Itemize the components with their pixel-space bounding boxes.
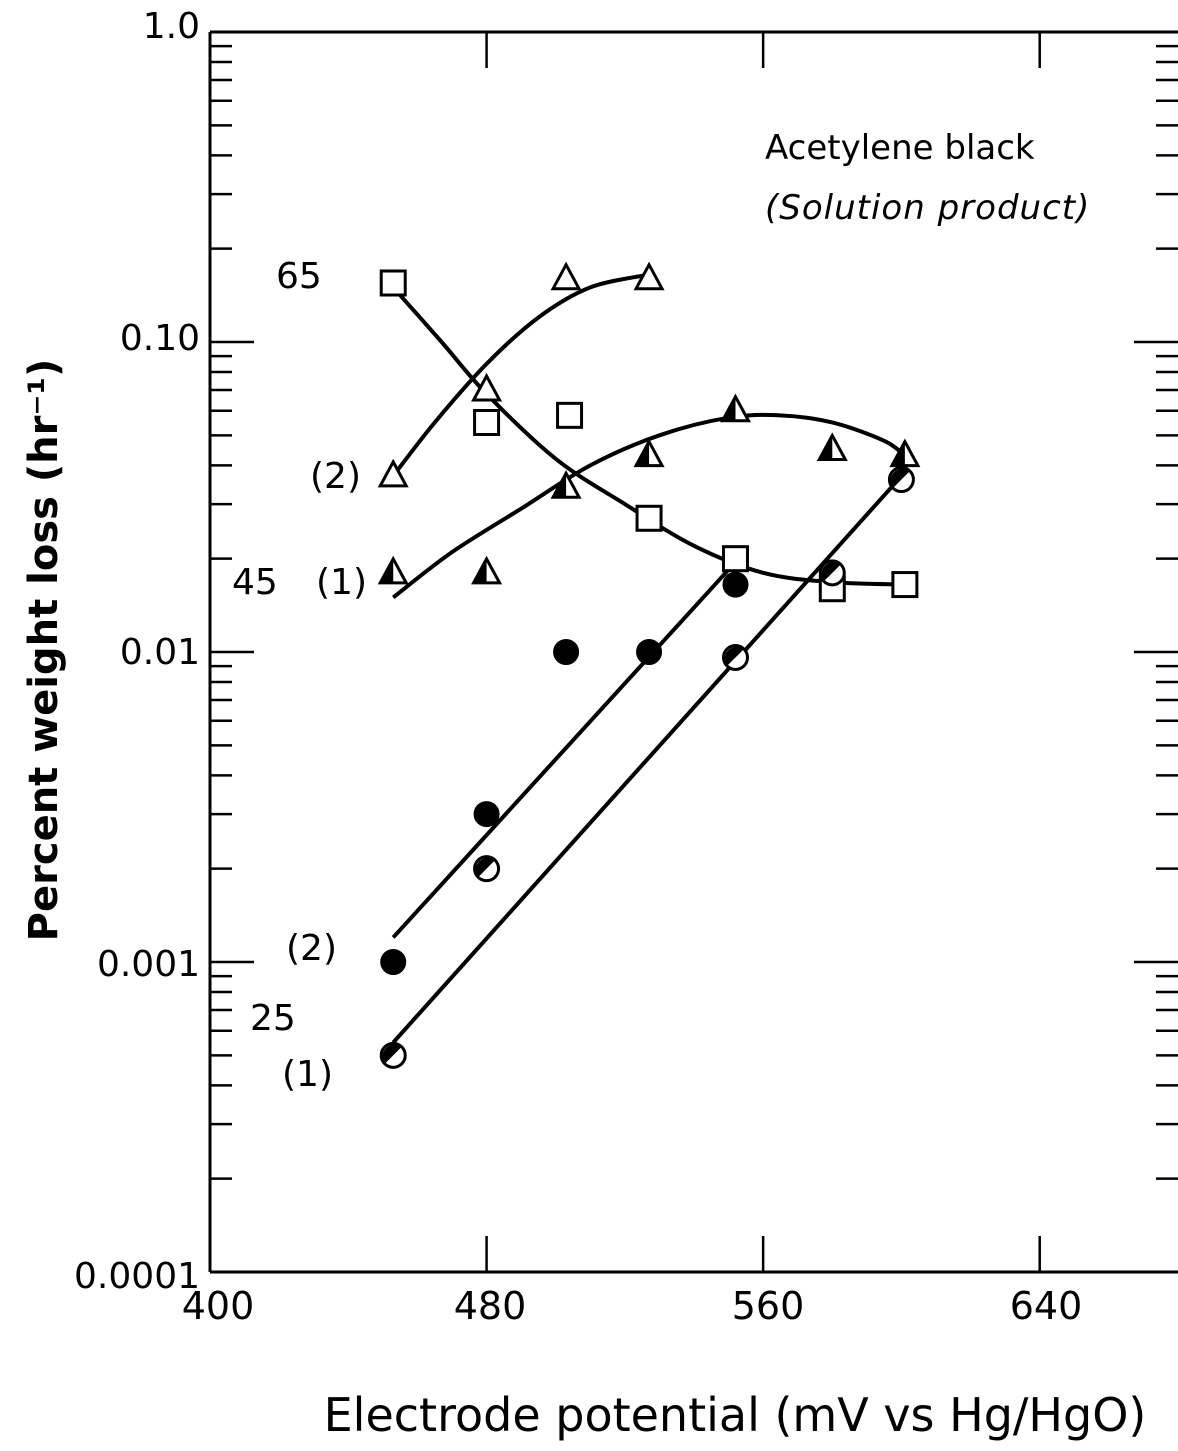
curves — [391, 272, 907, 1044]
data-point — [473, 801, 500, 828]
data-point — [721, 545, 749, 573]
x-tick-label: 480 — [453, 1284, 527, 1328]
data-point — [377, 458, 409, 488]
data-point — [553, 639, 580, 665]
data-point — [889, 438, 921, 468]
series-curve — [391, 470, 907, 1044]
data-point — [891, 571, 919, 599]
y-tick-label: 1.0 — [142, 6, 200, 47]
curve-label-2: (2) — [286, 928, 337, 969]
x-tick-label: 560 — [731, 1284, 805, 1328]
data-point — [721, 643, 749, 671]
chart-subtitle: (Solution product) — [765, 188, 1091, 228]
curve-label-1: (1) — [316, 562, 367, 603]
y-tick-label: 0.01 — [119, 632, 200, 673]
series-curve — [392, 412, 907, 599]
x-axis-label: Electrode potential (mV vs Hg/HgO) — [323, 1388, 1147, 1442]
temperature-label-25: 25 — [250, 998, 296, 1039]
data-point — [818, 559, 846, 587]
axes — [208, 30, 1178, 1274]
temperature-label-65: 65 — [276, 256, 322, 297]
data-point — [636, 639, 663, 665]
data-point — [379, 269, 407, 297]
data-point — [633, 438, 665, 468]
data-point — [471, 372, 503, 402]
data-point — [550, 261, 582, 291]
y-tick-label: 0.001 — [96, 944, 200, 985]
data-point — [471, 555, 503, 585]
data-point — [380, 949, 407, 975]
y-tick-label: 0.10 — [119, 318, 200, 359]
markers — [377, 261, 921, 1069]
y-tick-label: 0.0001 — [74, 1256, 200, 1297]
chart-title: Acetylene black — [765, 128, 1035, 168]
data-point — [550, 470, 582, 499]
data-point — [816, 432, 848, 462]
data-point — [633, 261, 665, 291]
temperature-label-45: 45 — [232, 562, 278, 603]
data-point — [473, 408, 501, 436]
data-point — [377, 555, 409, 585]
data-point — [722, 571, 749, 598]
x-tick-label: 640 — [1009, 1284, 1083, 1328]
series-curve — [391, 272, 650, 478]
data-point — [473, 855, 501, 883]
series-curve — [391, 560, 737, 939]
data-point — [719, 393, 752, 423]
data-point — [379, 1041, 407, 1069]
data-point — [887, 466, 915, 494]
data-point — [556, 401, 584, 429]
data-point — [635, 504, 663, 532]
curve-label-2: (2) — [310, 456, 361, 497]
x-tick-label: 400 — [181, 1284, 255, 1328]
curve-label-1: (1) — [282, 1054, 333, 1095]
